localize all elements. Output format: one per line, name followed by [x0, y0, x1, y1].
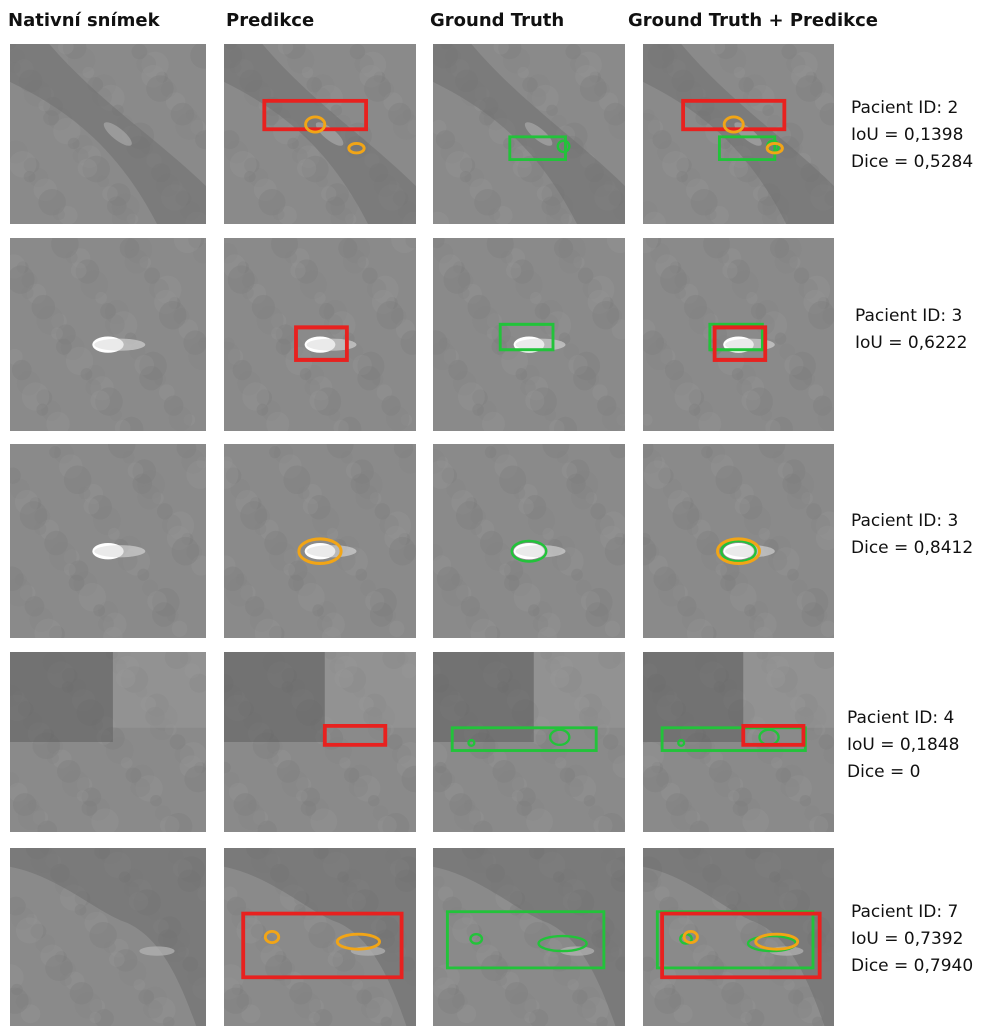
ground-truth-box — [508, 135, 567, 161]
scan-image-r3-c4 — [643, 444, 834, 638]
prediction-box — [741, 724, 806, 747]
scan-image-r2-c4 — [643, 238, 834, 431]
scan-image-r3-c3 — [433, 444, 625, 638]
scan-image-r1-c4 — [643, 44, 834, 224]
scan-image-r4-c4 — [643, 652, 834, 832]
row-1-line-2: IoU = 0,1398 — [851, 125, 964, 145]
scan-image-r5-c2 — [224, 848, 416, 1026]
scan-image-r4-c2 — [224, 652, 416, 832]
header-combined: Ground Truth + Predikce — [628, 10, 879, 31]
scan-image-r2-c1 — [10, 238, 206, 431]
ground-truth-mask — [556, 139, 571, 154]
header-prediction: Predikce — [226, 10, 315, 31]
ground-truth-mask — [677, 738, 686, 747]
ground-truth-mask — [537, 934, 588, 953]
scan-image-r1-c1 — [10, 44, 206, 224]
scan-image-r5-c4 — [643, 848, 834, 1026]
prediction-box — [262, 98, 368, 132]
ground-truth-mask — [467, 738, 476, 747]
row-1-metrics: Pacient ID: 2 IoU = 0,1398 Dice = 0,5284 — [851, 95, 973, 176]
header-ground-truth: Ground Truth — [430, 10, 565, 31]
row-3-line-1: Pacient ID: 3 — [851, 511, 959, 531]
header-native: Nativní snímek — [8, 10, 160, 31]
ground-truth-box — [498, 322, 555, 352]
scan-image-r1-c2 — [224, 44, 416, 224]
ground-truth-box — [450, 726, 598, 752]
scan-image-r2-c2 — [224, 238, 416, 431]
scan-image-r4-c1 — [10, 652, 206, 832]
prediction-box — [681, 98, 787, 132]
row-2-line-2: IoU = 0,6222 — [855, 333, 968, 353]
prediction-mask — [263, 929, 281, 945]
scan-image-r5-c1 — [10, 848, 206, 1026]
prediction-box — [294, 325, 349, 362]
prediction-box — [660, 911, 822, 980]
row-4-metrics: Pacient ID: 4 IoU = 0,1848 Dice = 0 — [847, 705, 959, 786]
row-3-line-2: Dice = 0,8412 — [851, 538, 974, 558]
scan-image-r3-c1 — [10, 444, 206, 638]
prediction-box — [322, 724, 388, 747]
scan-image-r4-c3 — [433, 652, 625, 832]
prediction-mask — [765, 142, 784, 155]
ground-truth-mask — [548, 728, 571, 747]
prediction-box — [241, 911, 404, 980]
row-1-line-1: Pacient ID: 2 — [851, 98, 959, 118]
row-2-metrics: Pacient ID: 3 IoU = 0,6222 — [855, 303, 967, 357]
prediction-mask — [347, 142, 366, 155]
prediction-mask — [335, 932, 381, 951]
row-4-line-1: Pacient ID: 4 — [847, 708, 955, 728]
row-1-line-3: Dice = 0,5284 — [851, 152, 974, 172]
row-5-line-2: IoU = 0,7392 — [851, 929, 964, 949]
ground-truth-mask — [510, 539, 548, 563]
row-5-line-3: Dice = 0,7940 — [851, 956, 974, 976]
row-4-line-3: Dice = 0 — [847, 762, 921, 782]
prediction-mask — [716, 537, 761, 565]
row-3-metrics: Pacient ID: 3 Dice = 0,8412 — [851, 508, 973, 562]
row-4-line-2: IoU = 0,1848 — [847, 735, 960, 755]
prediction-mask — [722, 115, 745, 134]
ground-truth-box — [717, 135, 777, 161]
prediction-box — [712, 325, 768, 362]
ground-truth-box — [445, 910, 606, 970]
row-2-line-1: Pacient ID: 3 — [855, 306, 963, 326]
scan-image-r1-c3 — [433, 44, 625, 224]
scan-image-r5-c3 — [433, 848, 625, 1026]
scan-image-r3-c2 — [224, 444, 416, 638]
ground-truth-mask — [720, 539, 757, 563]
prediction-mask — [754, 932, 800, 951]
row-5-line-1: Pacient ID: 7 — [851, 902, 959, 922]
ground-truth-mask — [469, 933, 484, 945]
prediction-mask — [682, 929, 699, 945]
scan-image-r2-c3 — [433, 238, 625, 431]
row-5-metrics: Pacient ID: 7 IoU = 0,7392 Dice = 0,7940 — [851, 899, 973, 980]
prediction-mask — [297, 537, 343, 565]
prediction-mask — [304, 115, 327, 134]
ground-truth-box — [708, 322, 764, 352]
